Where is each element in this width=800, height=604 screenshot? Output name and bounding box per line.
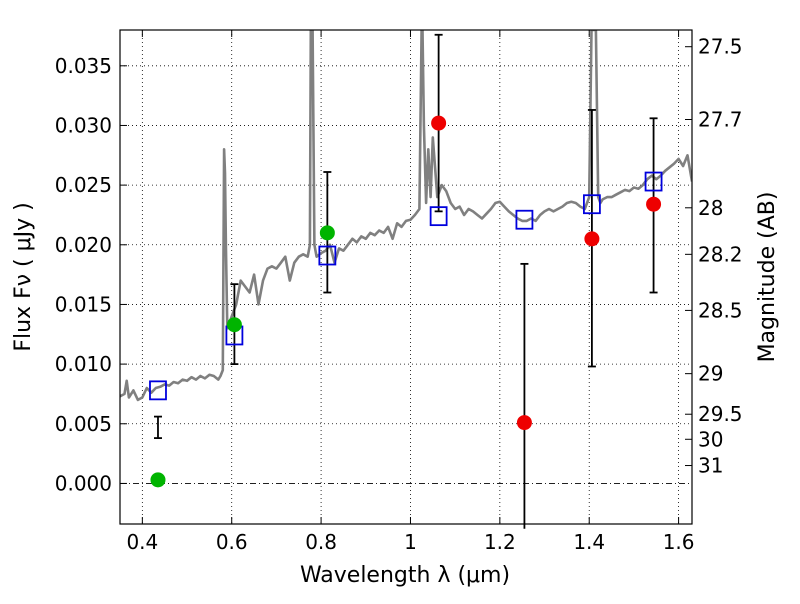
series-layer bbox=[120, 30, 692, 402]
y-tick-label: 0.020 bbox=[55, 233, 112, 257]
non-detection-point bbox=[431, 115, 447, 131]
non-detection-point bbox=[646, 196, 662, 212]
y-tick-label: 0.035 bbox=[55, 54, 112, 78]
detection-point bbox=[150, 472, 166, 488]
model-photometry-marker bbox=[318, 245, 337, 266]
right-tick-label: 28 bbox=[698, 196, 723, 220]
axis-ticks: 0.4 0.6 0.8 1 1.2 1.4 1.6 0.000 0.005 0.010 0.015 0… bbox=[55, 30, 743, 554]
model-photometry-marker bbox=[644, 171, 663, 192]
x-tick-label: 0.4 bbox=[126, 530, 158, 554]
model-photometry-marker bbox=[515, 209, 534, 230]
y-tick-label: 0.010 bbox=[55, 352, 112, 376]
right-tick-label: 27.5 bbox=[698, 35, 743, 59]
y-tick-label: 0.005 bbox=[55, 412, 112, 436]
right-tick-label: 28.2 bbox=[698, 242, 743, 266]
y-axis-label: Flux Fν ( μJy ) bbox=[11, 202, 36, 351]
x-tick-label: 1.4 bbox=[573, 530, 605, 554]
y-tick-label: 0.000 bbox=[55, 471, 112, 495]
right-tick-label: 29.5 bbox=[698, 402, 743, 426]
y-tick-label: 0.030 bbox=[55, 113, 112, 137]
sed-model-line bbox=[120, 30, 692, 402]
x-tick-label: 0.6 bbox=[216, 530, 248, 554]
x-tick-label: 0.8 bbox=[305, 530, 337, 554]
model-photometry-marker bbox=[149, 380, 167, 401]
right-tick-label: 27.7 bbox=[698, 107, 743, 131]
right-tick-label: 29 bbox=[698, 362, 723, 386]
x-tick-label: 1.2 bbox=[484, 530, 516, 554]
plot-area bbox=[120, 30, 692, 524]
non-detection-point bbox=[516, 415, 532, 431]
model-photometry-marker bbox=[429, 206, 448, 227]
x-tick-label: 1 bbox=[404, 530, 417, 554]
y-tick-label: 0.025 bbox=[55, 173, 112, 197]
right-tick-label: 28.5 bbox=[698, 298, 743, 322]
detection-point bbox=[319, 225, 335, 241]
detection-point bbox=[226, 317, 242, 333]
plot-frame bbox=[119, 29, 693, 525]
y-tick-label: 0.015 bbox=[55, 292, 112, 316]
right-tick-label: 30 bbox=[698, 427, 723, 451]
non-detection-point bbox=[584, 231, 600, 247]
x-tick-label: 1.6 bbox=[663, 530, 695, 554]
x-axis-label: Wavelength λ (μm) bbox=[300, 563, 510, 588]
model-photometry-marker bbox=[583, 194, 601, 215]
marker-layer bbox=[149, 33, 663, 529]
right-axis-label: Magnitude (AB) bbox=[755, 192, 780, 363]
right-tick-label: 31 bbox=[698, 454, 723, 478]
